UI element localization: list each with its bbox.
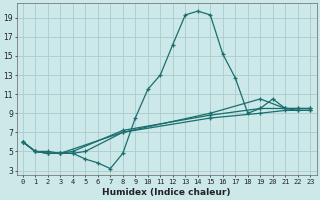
X-axis label: Humidex (Indice chaleur): Humidex (Indice chaleur) xyxy=(102,188,231,197)
